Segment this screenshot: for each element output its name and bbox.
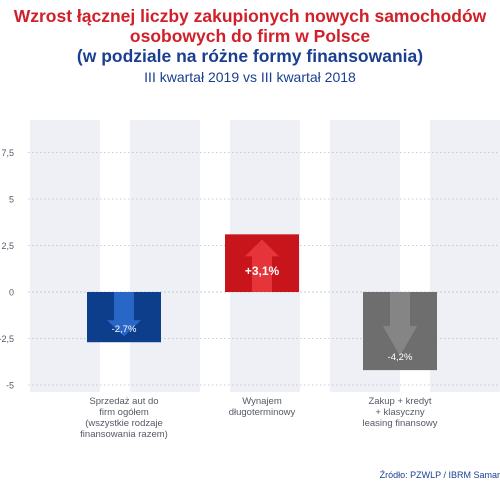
y-tick-label: 5 [9,195,14,205]
category-label-1: Sprzedaż aut do [89,396,158,407]
bar-arrow-2 [245,239,279,292]
chart-title-line-2: osobowych do firm w Polsce [129,26,371,46]
grid-stripe-5 [430,120,500,392]
y-tick-label: 0 [9,288,14,298]
chart-title-line-3: (w podziale na różne formy finansowania) [76,46,424,66]
y-tick-label: -2,5 [0,334,14,344]
y-tick-label: 2,5 [1,241,14,251]
bar-arrow-1 [107,292,141,337]
category-label-1: (wszystkie rodzaje [85,418,163,429]
category-label-2: Wynajem [242,396,282,407]
bar-arrow-3 [383,292,417,357]
category-label-1: finansowania razem) [80,429,168,440]
category-label-1: firm ogółem [99,407,149,418]
grid-stripe-1 [30,120,100,392]
category-label-3: Zakup + kredyt [368,396,431,407]
chart-subtitle: III kwartał 2019 vs III kwartał 2018 [144,69,356,85]
category-label-3: + klasyczny [375,407,425,418]
data-label-1: -2,7% [112,324,137,335]
grid-stripe-2 [130,120,200,392]
data-label-2: +3,1% [245,264,280,278]
source-note: Źródło: PZWLP / IBRM Samar [379,470,500,480]
chart-title-line-1: Wzrost łącznej liczby zakupionych nowych… [13,6,487,26]
y-tick-label: 7,5 [1,148,14,158]
data-label-3: -4,2% [388,352,413,363]
category-label-3: leasing finansowy [363,418,438,429]
category-label-2: długoterminowy [229,407,296,418]
y-tick-label: -5 [6,381,14,391]
